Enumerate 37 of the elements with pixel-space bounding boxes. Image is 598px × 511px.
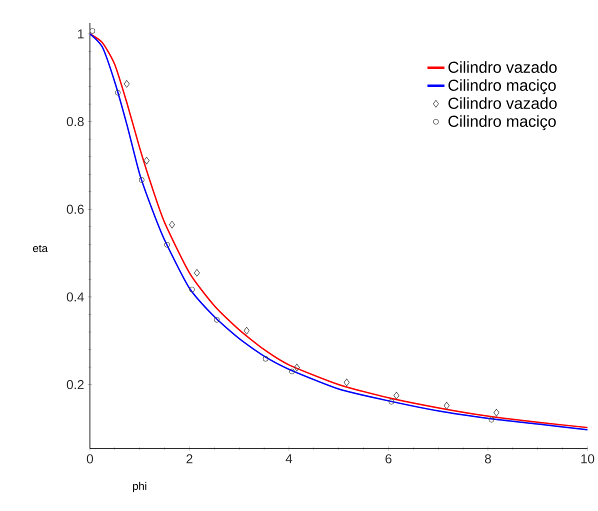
- point: [189, 286, 195, 292]
- point: [90, 28, 96, 34]
- y-tick-label: 0.2: [66, 380, 84, 390]
- y-tick-label: 0.6: [66, 204, 84, 214]
- point: [138, 177, 144, 183]
- y-tick-label: 1: [78, 30, 84, 39]
- legend-label: Cilindro maciço: [448, 79, 556, 94]
- point: [144, 157, 150, 165]
- point: [494, 409, 500, 417]
- point: [244, 327, 250, 335]
- x-tick-label: 8: [484, 454, 492, 464]
- y-axis-title: eta: [33, 245, 48, 252]
- point: [115, 90, 121, 96]
- legend-label: Cilindro vazado: [448, 97, 557, 110]
- point: [394, 392, 400, 400]
- point: [214, 317, 220, 323]
- point: [344, 378, 350, 386]
- x-axis-title: phi: [133, 482, 146, 492]
- point: [169, 221, 175, 229]
- point: [124, 80, 130, 88]
- point: [488, 417, 494, 423]
- legend-label: Cilindro maciço: [448, 115, 556, 130]
- point: [262, 356, 268, 362]
- legend-label: Cilindro vazado: [448, 61, 557, 74]
- point: [444, 402, 450, 410]
- x-tick-label: 0: [86, 454, 94, 464]
- x-tick-label: 2: [186, 454, 192, 464]
- point: [164, 242, 170, 248]
- point: [294, 364, 300, 372]
- y-tick-label: 0.4: [66, 292, 84, 302]
- y-tick-label: 0.8: [66, 117, 84, 126]
- point: [289, 368, 295, 374]
- point: [194, 269, 200, 277]
- x-tick-label: 6: [386, 454, 392, 464]
- x-tick-label: 4: [286, 454, 292, 464]
- point: [388, 399, 394, 405]
- x-tick-label: 10: [581, 454, 594, 464]
